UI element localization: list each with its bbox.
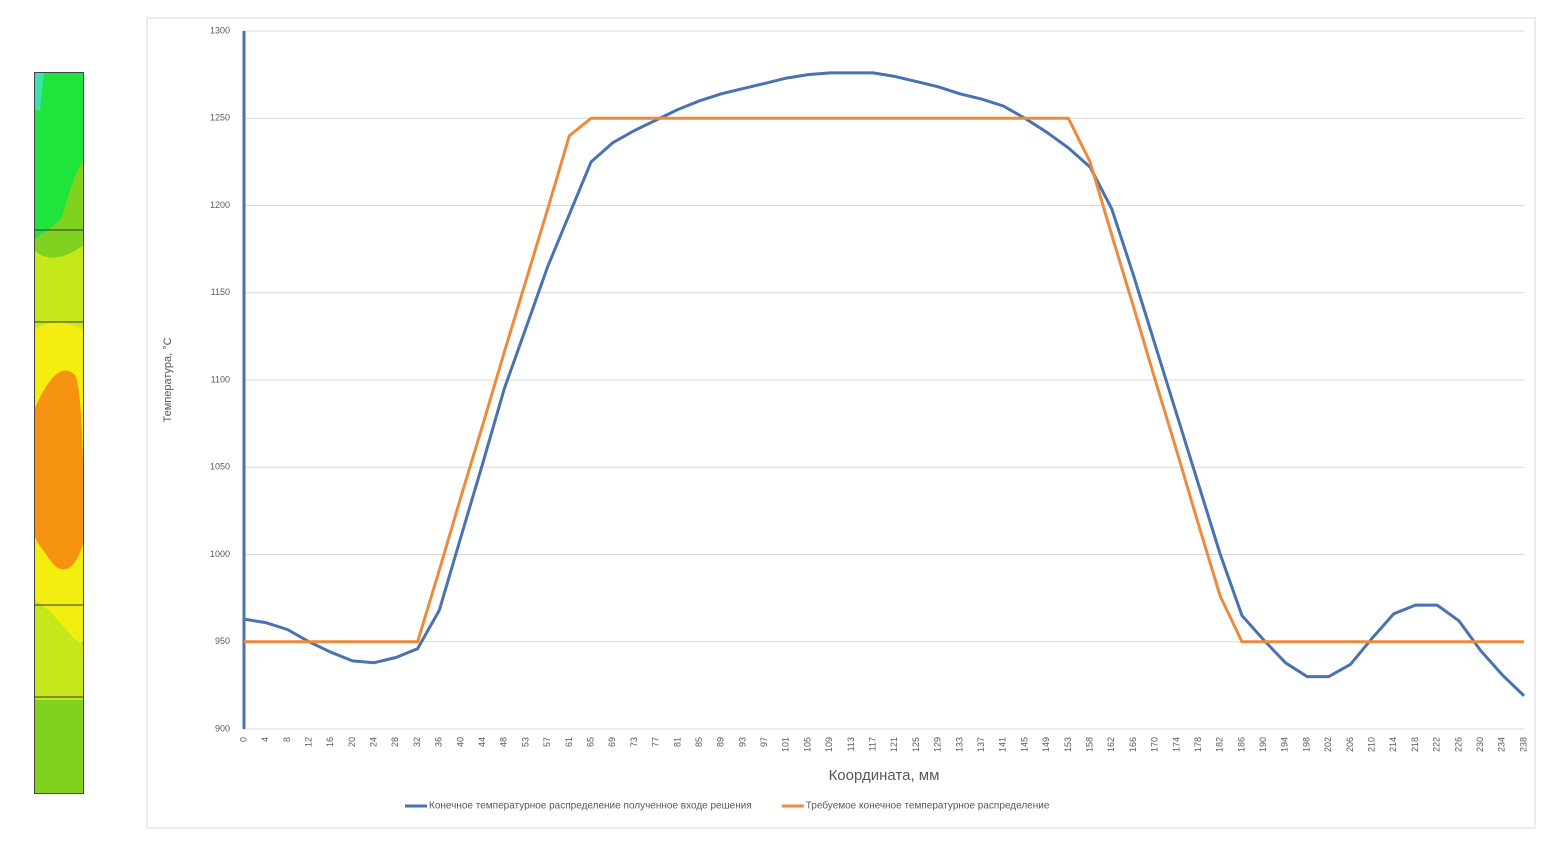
x-tick-label: 218 [1410, 737, 1420, 752]
x-tick-label: 16 [325, 737, 335, 747]
x-tick-label: 226 [1453, 737, 1463, 752]
y-tick-label: 1150 [211, 287, 230, 297]
y-tick-label: 1050 [210, 462, 230, 472]
y-tick-label: 1000 [210, 549, 230, 559]
y-axis-title: Температура, °С [162, 337, 174, 422]
y-tick-label: 900 [215, 723, 230, 733]
x-tick-label: 0 [238, 737, 248, 742]
y-tick-label: 1100 [211, 374, 230, 384]
x-tick-label: 194 [1280, 737, 1290, 752]
x-tick-label: 57 [542, 737, 552, 747]
series-line [243, 71, 1526, 697]
x-tick-label: 186 [1236, 737, 1246, 752]
x-tick-label: 214 [1388, 737, 1398, 752]
x-tick-label: 40 [455, 737, 465, 747]
legend-label: Конечное температурное распределение пол… [429, 801, 752, 812]
x-tick-label: 125 [911, 737, 921, 752]
x-tick-label: 153 [1063, 737, 1073, 752]
x-tick-label: 210 [1367, 737, 1377, 752]
y-tick-label: 1250 [210, 113, 230, 123]
x-tick-label: 178 [1193, 737, 1203, 752]
x-tick-label: 166 [1128, 737, 1138, 752]
x-tick-label: 141 [998, 737, 1008, 752]
x-tick-label: 121 [889, 737, 899, 752]
x-tick-label: 85 [694, 737, 704, 747]
x-tick-label: 105 [802, 737, 812, 752]
x-tick-label: 230 [1475, 737, 1485, 752]
y-tick-label: 1200 [210, 200, 230, 210]
x-axis-title: Координата, мм [829, 767, 940, 784]
x-tick-label: 117 [868, 737, 878, 751]
x-tick-label: 48 [499, 737, 509, 747]
x-tick-label: 77 [651, 737, 661, 747]
x-tick-label: 234 [1497, 737, 1507, 752]
x-tick-label: 12 [303, 737, 313, 747]
contour-strip [34, 72, 84, 794]
x-tick-label: 20 [347, 737, 357, 747]
x-tick-label: 24 [369, 737, 379, 747]
x-tick-label: 81 [672, 737, 682, 747]
chart-frame [146, 17, 1536, 829]
x-tick-label: 170 [1150, 737, 1160, 752]
x-tick-label: 109 [824, 737, 834, 752]
x-tick-label: 162 [1106, 737, 1116, 752]
x-tick-label: 238 [1518, 737, 1528, 752]
x-tick-label: 32 [412, 737, 422, 747]
x-tick-label: 198 [1301, 737, 1311, 752]
legend-label: Требуемое конечное температурное распред… [806, 800, 1050, 812]
y-tick-label: 1300 [210, 25, 230, 35]
x-tick-label: 222 [1432, 737, 1442, 752]
x-tick-label: 89 [716, 737, 726, 747]
x-tick-label: 206 [1345, 737, 1355, 752]
x-tick-label: 44 [477, 737, 487, 747]
x-tick-label: 129 [933, 737, 943, 752]
x-tick-label: 97 [759, 737, 769, 747]
x-tick-label: 133 [954, 737, 964, 752]
x-tick-label: 174 [1171, 737, 1181, 752]
x-tick-label: 158 [1084, 737, 1094, 752]
x-tick-label: 65 [585, 737, 595, 747]
x-tick-label: 69 [607, 737, 617, 747]
x-tick-label: 101 [781, 737, 791, 752]
x-tick-label: 61 [564, 737, 574, 747]
y-tick-label: 950 [215, 636, 230, 646]
x-tick-label: 149 [1041, 737, 1051, 752]
x-tick-label: 182 [1215, 737, 1225, 752]
x-tick-label: 137 [976, 737, 986, 752]
x-tick-label: 145 [1019, 737, 1029, 752]
x-tick-label: 73 [629, 737, 639, 747]
x-tick-label: 113 [846, 737, 856, 751]
series-line [244, 116, 1524, 644]
x-tick-label: 36 [434, 737, 444, 747]
x-tick-label: 53 [520, 737, 530, 747]
x-tick-label: 190 [1258, 737, 1268, 752]
x-tick-label: 28 [390, 737, 400, 747]
x-tick-label: 8 [282, 737, 292, 742]
x-tick-label: 93 [737, 737, 747, 747]
x-tick-label: 4 [260, 737, 270, 742]
x-tick-label: 202 [1323, 737, 1333, 752]
